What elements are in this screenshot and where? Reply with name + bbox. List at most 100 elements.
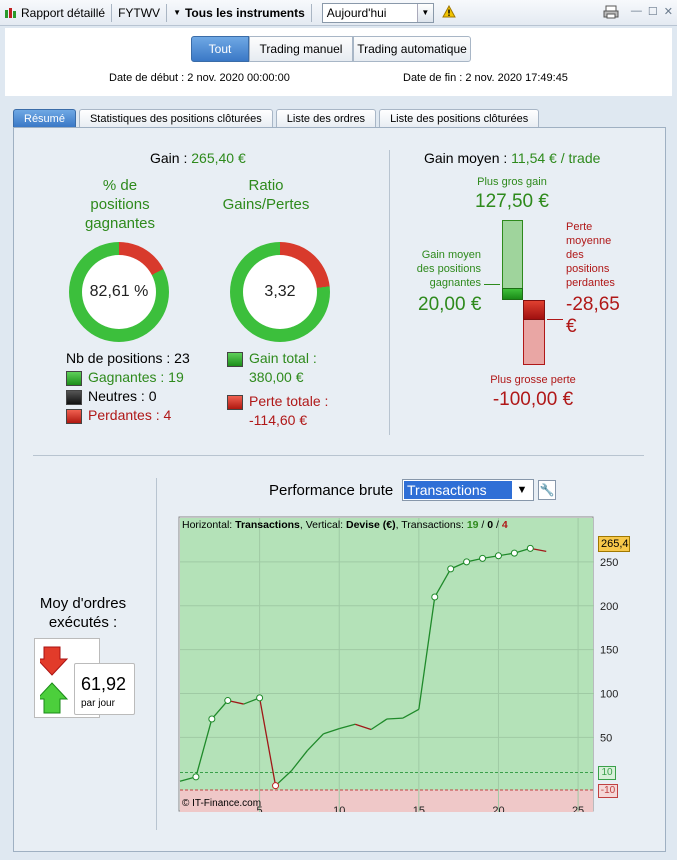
period-value: Aujourd'hui — [326, 5, 387, 20]
filter-panel: Tout Trading manuel Trading automatique … — [5, 28, 672, 96]
window-controls: — ☐ ✕ — [603, 5, 673, 22]
red-square-icon — [66, 408, 82, 424]
tab-closed-list[interactable]: Liste des positions clôturées — [379, 109, 540, 127]
orders-value-box: 61,92 par jour — [74, 663, 135, 715]
series-segment — [418, 596, 436, 710]
win-pct-donut: 82,61 % — [69, 242, 169, 342]
x-tick-label: 20 — [492, 805, 504, 812]
total-loss-value: -114,60 € — [249, 412, 308, 428]
x-tick-label: 10 — [333, 805, 345, 812]
biggest-gain-label: Plus gros gain — [477, 176, 547, 188]
series-segment — [339, 723, 356, 730]
avg-gain-marker — [502, 288, 523, 300]
series-segment — [211, 700, 229, 720]
end-date: Date de fin : 2 nov. 2020 17:49:45 — [403, 72, 568, 84]
series-segment — [370, 718, 388, 731]
info-v-label: , Vertical: — [299, 519, 346, 531]
chart-info: Horizontal: Transactions, Vertical: Devi… — [182, 519, 508, 531]
win-pct-title: % de positions gagnantes — [84, 177, 156, 232]
tab-orders[interactable]: Liste des ordres — [275, 109, 377, 127]
tab-automatic[interactable]: Trading automatique — [353, 36, 471, 62]
info-loss: 4 — [501, 519, 508, 531]
chevron-down-icon: ▼ — [416, 3, 433, 22]
biggest-loss-value: -100,00 € — [492, 389, 574, 410]
positions-count: Nb de positions : 23 — [66, 350, 190, 366]
win-point — [526, 544, 534, 552]
orders-unit: par jour — [81, 698, 115, 709]
winners-legend: Gagnantes : 19 — [66, 369, 184, 386]
series-segment — [386, 717, 403, 720]
toolbar: Rapport détaillé FYTWV ▼ Tous les instru… — [0, 0, 677, 26]
info-win: 19 — [466, 519, 479, 531]
end-date-value: 2 nov. 2020 17:49:45 — [465, 72, 568, 84]
arrow-right-icon — [484, 284, 500, 285]
win-point — [224, 697, 232, 705]
y-tick-label: 100 — [600, 689, 618, 701]
instruments-label: Tous les instruments — [184, 5, 305, 20]
wrench-icon[interactable]: 🔧 — [538, 480, 556, 500]
copyright: © IT-Finance.com — [182, 798, 262, 809]
minimize-icon[interactable]: — — [630, 5, 642, 17]
info-neutral: 0 — [487, 519, 494, 531]
total-gain-legend: Gain total : — [227, 350, 317, 367]
series-segment — [434, 568, 452, 598]
tab-closed-stats[interactable]: Statistiques des positions clôturées — [78, 109, 273, 127]
gain-label: Gain : — [150, 150, 192, 166]
start-date-value: 2 nov. 2020 00:00:00 — [187, 72, 290, 84]
tab-all[interactable]: Tout — [191, 36, 249, 62]
y-tick-label: 50 — [600, 732, 612, 744]
tab-summary[interactable]: Résumé — [13, 109, 76, 127]
divider — [33, 455, 644, 456]
tab-manual[interactable]: Trading manuel — [249, 36, 353, 62]
info-h-value: Transactions — [235, 519, 300, 531]
end-date-label: Date de fin : — [403, 72, 466, 84]
maximize-icon[interactable]: ☐ — [647, 6, 658, 18]
instruments-dropdown[interactable]: ▼ Tous les instruments — [169, 2, 309, 24]
green-square-icon — [66, 370, 82, 386]
chart-icon — [4, 6, 18, 20]
separator — [166, 3, 168, 22]
account-button[interactable]: FYTWV — [118, 5, 161, 20]
info-t-label: , Transactions: — [395, 519, 467, 531]
positive-zone — [180, 518, 593, 791]
winners-label: Gagnantes : 19 — [88, 369, 184, 385]
performance-select-value: Transactions — [404, 481, 512, 499]
losers-legend: Perdantes : 4 — [66, 407, 171, 424]
lower-band-badge: -10 — [598, 784, 618, 798]
divider — [389, 150, 390, 435]
separator — [310, 3, 312, 22]
red-square-icon — [227, 394, 243, 410]
avg-loss-value: -28,65 € — [566, 294, 620, 337]
last-value-badge: 265,4 — [598, 536, 630, 552]
period-select[interactable]: Aujourd'hui ▼ — [321, 2, 434, 23]
chevron-down-icon: ▼ — [516, 484, 528, 496]
avg-loss-label: Perte moyenne des positions perdantes — [566, 221, 615, 289]
series-segment — [306, 733, 324, 752]
start-date-label: Date de début : — [109, 72, 188, 84]
close-icon[interactable]: ✕ — [663, 6, 673, 18]
orders-title: Moy d'ordres exécutés : — [39, 595, 127, 631]
ratio-value: 3,32 — [243, 255, 317, 329]
neutral-label: Neutres : 0 — [88, 388, 157, 404]
x-tick-label: 15 — [413, 805, 425, 812]
series-segment — [402, 708, 420, 719]
total-gain-label: Gain total : — [249, 350, 317, 366]
ratio-donut: 3,32 — [230, 242, 330, 342]
win-point — [510, 549, 518, 557]
series-segment — [323, 728, 340, 735]
series-segment — [354, 723, 372, 731]
series-segment — [258, 697, 277, 786]
warning-icon[interactable] — [441, 4, 456, 21]
y-tick-label: 200 — [600, 601, 618, 613]
win-point — [447, 565, 455, 573]
avg-gain-value: 11,54 € / trade — [511, 150, 601, 166]
win-point — [463, 558, 471, 566]
performance-select[interactable]: Transactions ▼ — [402, 479, 534, 501]
print-icon[interactable] — [603, 5, 619, 22]
trading-mode-segmented: Tout Trading manuel Trading automatique — [191, 36, 471, 62]
biggest-loss-label: Plus grosse perte — [490, 374, 576, 386]
win-point — [192, 773, 200, 781]
gain-heading: Gain : 265,40 € — [150, 150, 246, 166]
report-button[interactable]: Rapport détaillé — [0, 2, 109, 24]
separator — [111, 3, 113, 22]
